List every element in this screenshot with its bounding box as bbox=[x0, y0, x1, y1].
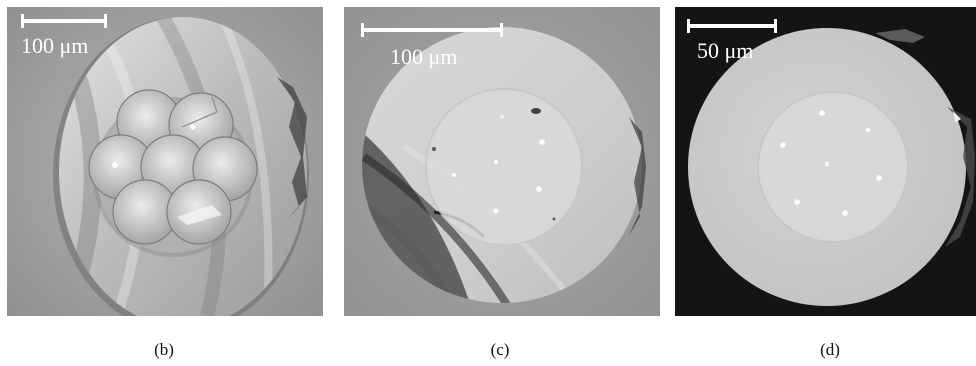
micrograph-c-image: 100 μm bbox=[344, 7, 660, 316]
micrograph-d-image: 50 μm bbox=[675, 7, 976, 316]
scalebar-b: 100 μm bbox=[21, 14, 107, 58]
caption-b: (b) bbox=[154, 340, 174, 359]
micrograph-panel-d: 50 μm bbox=[675, 7, 976, 316]
scalebar-d: 50 μm bbox=[687, 19, 777, 63]
scalebar-label-d: 50 μm bbox=[697, 38, 753, 63]
scalebar-c: 100 μm bbox=[361, 23, 503, 69]
scalebar-label-b: 100 μm bbox=[21, 33, 88, 58]
caption-d: (d) bbox=[820, 340, 840, 359]
scalebar-label-c: 100 μm bbox=[390, 44, 457, 69]
micrograph-b-image: 100 μm bbox=[7, 7, 323, 316]
micrograph-panel-b: 100 μm bbox=[7, 7, 323, 316]
micrograph-panel-c: 100 μm bbox=[344, 7, 660, 316]
caption-c: (c) bbox=[490, 340, 510, 359]
